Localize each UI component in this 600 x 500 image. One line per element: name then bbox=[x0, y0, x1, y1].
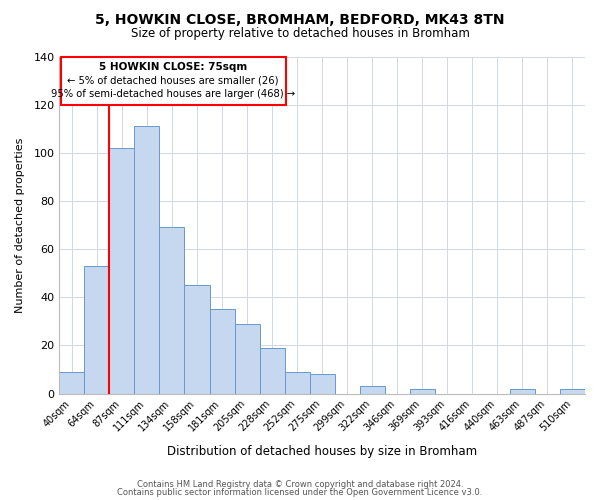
Y-axis label: Number of detached properties: Number of detached properties bbox=[15, 138, 25, 312]
Bar bbox=[134, 126, 160, 394]
Bar bbox=[160, 228, 184, 394]
Bar bbox=[284, 372, 310, 394]
Bar bbox=[59, 372, 85, 394]
Bar bbox=[184, 285, 209, 394]
Text: 5 HOWKIN CLOSE: 75sqm: 5 HOWKIN CLOSE: 75sqm bbox=[99, 62, 247, 72]
Text: Contains public sector information licensed under the Open Government Licence v3: Contains public sector information licen… bbox=[118, 488, 482, 497]
Bar bbox=[360, 386, 385, 394]
Bar bbox=[510, 388, 535, 394]
Bar bbox=[260, 348, 284, 394]
Text: 5, HOWKIN CLOSE, BROMHAM, BEDFORD, MK43 8TN: 5, HOWKIN CLOSE, BROMHAM, BEDFORD, MK43 … bbox=[95, 12, 505, 26]
Text: ← 5% of detached houses are smaller (26): ← 5% of detached houses are smaller (26) bbox=[67, 76, 279, 86]
Text: Size of property relative to detached houses in Bromham: Size of property relative to detached ho… bbox=[131, 28, 469, 40]
Bar bbox=[85, 266, 109, 394]
Bar bbox=[209, 310, 235, 394]
Bar bbox=[109, 148, 134, 394]
X-axis label: Distribution of detached houses by size in Bromham: Distribution of detached houses by size … bbox=[167, 444, 477, 458]
Text: 95% of semi-detached houses are larger (468) →: 95% of semi-detached houses are larger (… bbox=[51, 89, 295, 99]
Bar bbox=[410, 388, 435, 394]
Bar bbox=[560, 388, 585, 394]
Bar bbox=[310, 374, 335, 394]
FancyBboxPatch shape bbox=[61, 56, 286, 104]
Bar bbox=[235, 324, 260, 394]
Text: Contains HM Land Registry data © Crown copyright and database right 2024.: Contains HM Land Registry data © Crown c… bbox=[137, 480, 463, 489]
